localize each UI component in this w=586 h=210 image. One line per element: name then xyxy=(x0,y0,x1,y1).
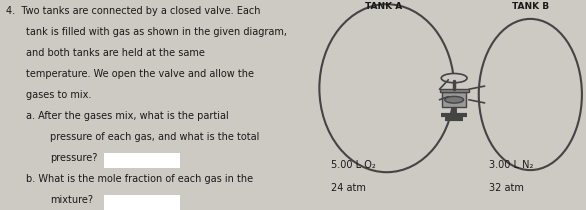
Text: 32 atm: 32 atm xyxy=(489,183,524,193)
Text: 3.00 L N₂: 3.00 L N₂ xyxy=(489,160,534,170)
Circle shape xyxy=(445,96,464,103)
Text: tank is filled with gas as shown in the given diagram,: tank is filled with gas as shown in the … xyxy=(26,27,287,37)
Text: pressure?: pressure? xyxy=(50,153,97,163)
FancyBboxPatch shape xyxy=(440,89,469,92)
Text: 4.  Two tanks are connected by a closed valve. Each: 4. Two tanks are connected by a closed v… xyxy=(6,6,260,16)
Text: a. After the gases mix, what is the partial: a. After the gases mix, what is the part… xyxy=(26,111,229,121)
FancyBboxPatch shape xyxy=(104,153,180,168)
Text: and both tanks are held at the same: and both tanks are held at the same xyxy=(26,48,205,58)
FancyBboxPatch shape xyxy=(442,92,466,107)
FancyBboxPatch shape xyxy=(104,195,180,210)
Text: pressure of each gas, and what is the total: pressure of each gas, and what is the to… xyxy=(50,132,259,142)
Text: b. What is the mole fraction of each gas in the: b. What is the mole fraction of each gas… xyxy=(26,174,254,184)
Text: 24 atm: 24 atm xyxy=(331,183,366,193)
Ellipse shape xyxy=(319,4,454,172)
Text: TANK B: TANK B xyxy=(512,2,549,11)
Text: gases to mix.: gases to mix. xyxy=(26,90,92,100)
Text: TANK A: TANK A xyxy=(365,2,403,11)
Circle shape xyxy=(441,74,467,83)
Text: mixture?: mixture? xyxy=(50,195,93,205)
Text: 5.00 L O₂: 5.00 L O₂ xyxy=(331,160,376,170)
Ellipse shape xyxy=(479,19,582,170)
Text: temperature. We open the valve and allow the: temperature. We open the valve and allow… xyxy=(26,69,254,79)
